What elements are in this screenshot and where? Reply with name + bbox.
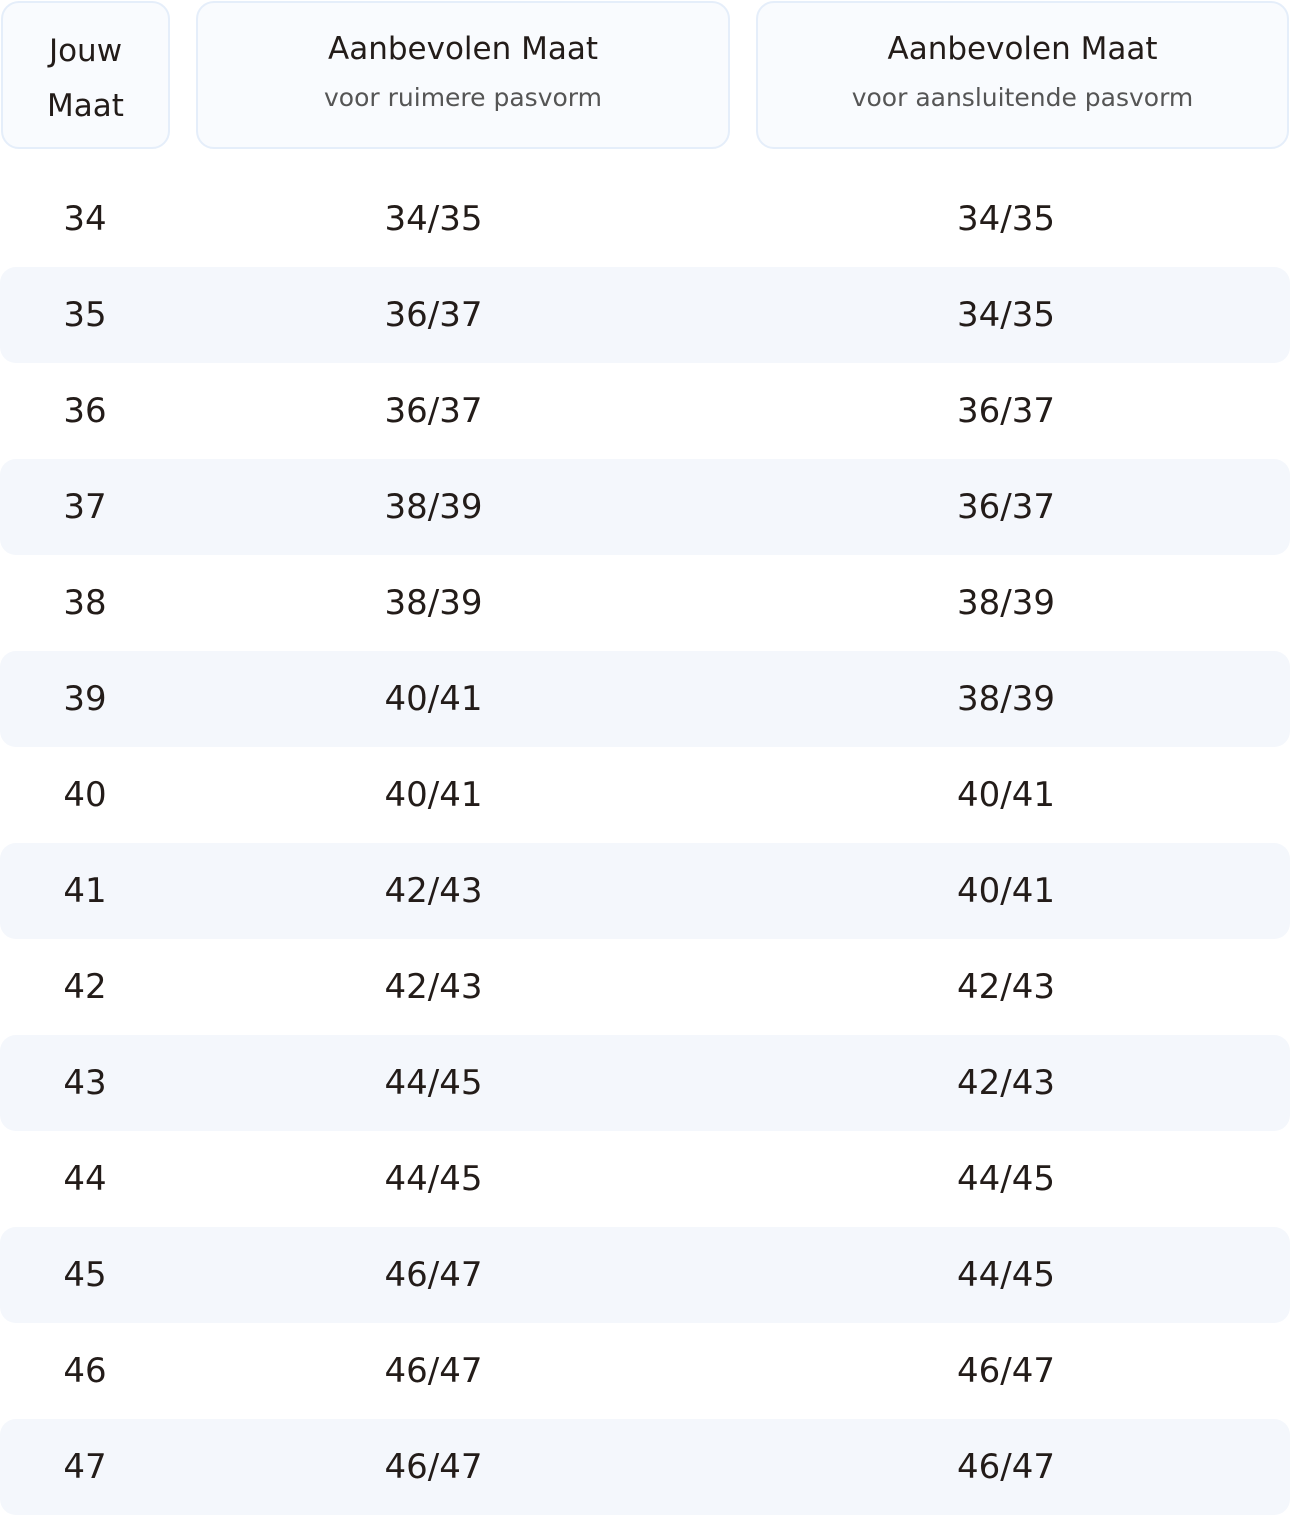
your-size-cell: 39	[63, 679, 107, 719]
table-row: 40 40/41 40/41	[0, 747, 1290, 843]
table-row: 44 44/45 44/45	[0, 1131, 1290, 1227]
snug-fit-cell: 42/43	[957, 1063, 1055, 1103]
your-size-cell: 41	[63, 871, 107, 911]
table-row: 39 40/41 38/39	[0, 651, 1290, 747]
table-row: 37 38/39 36/37	[0, 459, 1290, 555]
table-row: 43 44/45 42/43	[0, 1035, 1290, 1131]
your-size-cell: 46	[63, 1351, 107, 1391]
table-row: 36 36/37 36/37	[0, 363, 1290, 459]
snug-fit-cell: 34/35	[957, 199, 1055, 239]
your-size-cell: 44	[63, 1159, 107, 1199]
roomy-fit-cell: 44/45	[384, 1159, 483, 1199]
roomy-fit-cell: 46/47	[384, 1351, 483, 1391]
header-your-size-line1: Jouw	[48, 33, 123, 69]
your-size-cell: 43	[63, 1063, 107, 1103]
roomy-fit-cell: 42/43	[384, 967, 483, 1007]
header-title: Aanbevolen Maat	[887, 31, 1158, 67]
header-your-size: Jouw Maat	[1, 1, 170, 149]
snug-fit-cell: 36/37	[957, 391, 1055, 431]
roomy-fit-cell: 40/41	[384, 679, 483, 719]
header-subtitle: voor ruimere pasvorm	[324, 83, 602, 112]
your-size-cell: 45	[63, 1255, 107, 1295]
table-row: 41 42/43 40/41	[0, 843, 1290, 939]
snug-fit-cell: 38/39	[957, 679, 1055, 719]
snug-fit-cell: 46/47	[957, 1447, 1055, 1487]
table-row: 35 36/37 34/35	[0, 267, 1290, 363]
snug-fit-cell: 44/45	[957, 1159, 1055, 1199]
table-row: 42 42/43 42/43	[0, 939, 1290, 1035]
table-body: 34 34/35 34/35 35 36/37 34/35 36 36/37 36/37 37 38…	[0, 171, 1290, 1515]
your-size-cell: 36	[63, 391, 107, 431]
table-row: 46 46/47 46/47	[0, 1323, 1290, 1419]
roomy-fit-cell: 38/39	[384, 583, 483, 623]
snug-fit-cell: 46/47	[957, 1351, 1055, 1391]
your-size-cell: 42	[63, 967, 107, 1007]
header-snug-fit: Aanbevolen Maat voor aansluitende pasvor…	[756, 1, 1289, 149]
snug-fit-cell: 40/41	[957, 871, 1055, 911]
your-size-cell: 47	[63, 1447, 107, 1487]
roomy-fit-cell: 46/47	[384, 1255, 483, 1295]
table-row: 34 34/35 34/35	[0, 171, 1290, 267]
your-size-cell: 37	[63, 487, 107, 527]
roomy-fit-cell: 36/37	[384, 391, 483, 431]
your-size-cell: 34	[63, 199, 107, 239]
header-your-size-line2: Maat	[47, 88, 124, 124]
roomy-fit-cell: 34/35	[384, 199, 483, 239]
snug-fit-cell: 42/43	[957, 967, 1055, 1007]
table-row: 45 46/47 44/45	[0, 1227, 1290, 1323]
header-title: Aanbevolen Maat	[328, 31, 598, 67]
roomy-fit-cell: 40/41	[384, 775, 483, 815]
table-row: 47 46/47 46/47	[0, 1419, 1290, 1515]
snug-fit-cell: 38/39	[957, 583, 1055, 623]
roomy-fit-cell: 38/39	[384, 487, 483, 527]
your-size-cell: 40	[63, 775, 107, 815]
table-row: 38 38/39 38/39	[0, 555, 1290, 651]
roomy-fit-cell: 42/43	[384, 871, 483, 911]
roomy-fit-cell: 46/47	[384, 1447, 483, 1487]
your-size-cell: 35	[63, 295, 107, 335]
snug-fit-cell: 44/45	[957, 1255, 1055, 1295]
roomy-fit-cell: 44/45	[384, 1063, 483, 1103]
snug-fit-cell: 36/37	[957, 487, 1055, 527]
header-roomy-fit: Aanbevolen Maat voor ruimere pasvorm	[196, 1, 730, 149]
snug-fit-cell: 40/41	[957, 775, 1055, 815]
snug-fit-cell: 34/35	[957, 295, 1055, 335]
your-size-cell: 38	[63, 583, 107, 623]
roomy-fit-cell: 36/37	[384, 295, 483, 335]
header-subtitle: voor aansluitende pasvorm	[851, 83, 1194, 112]
